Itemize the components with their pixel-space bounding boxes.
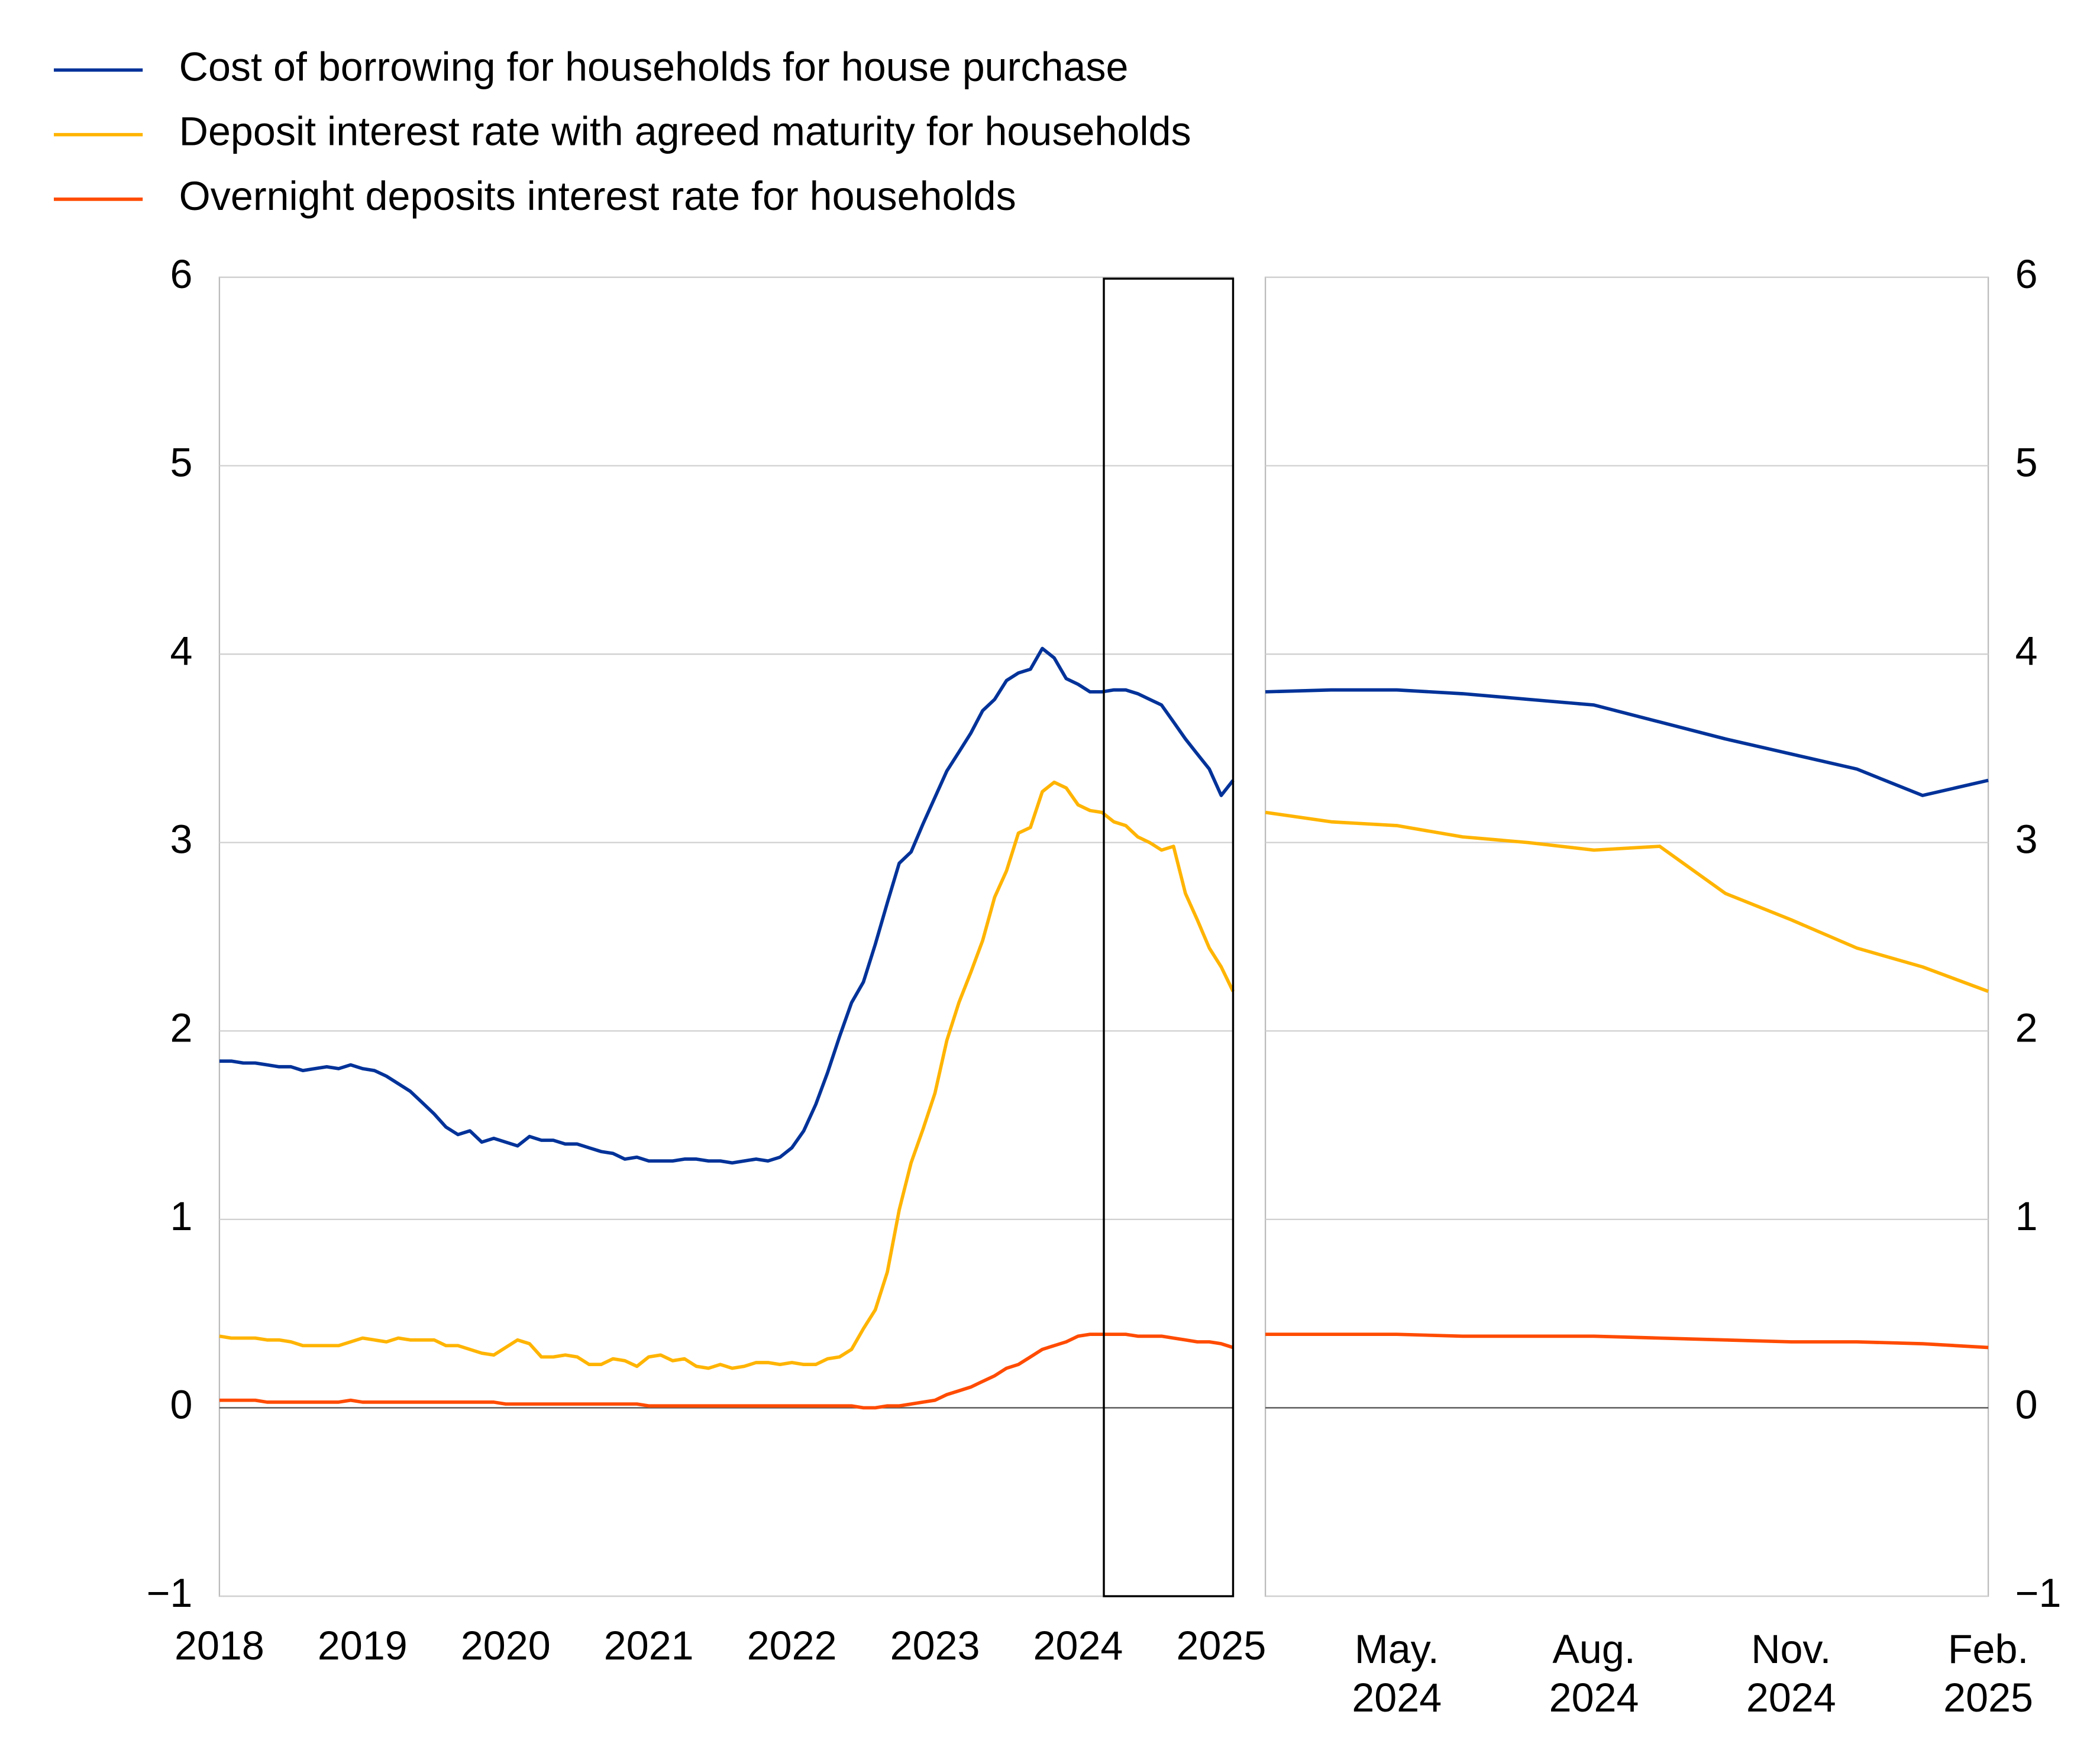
y-tick-label: −1: [147, 1571, 193, 1616]
y-tick-label: 1: [170, 1194, 192, 1239]
y-tick-label: 1: [2015, 1194, 2038, 1239]
x-tick-label: 2023: [890, 1623, 980, 1668]
x-tick-label: 2021: [604, 1623, 694, 1668]
series-line: [1265, 810, 1989, 994]
highlight-box: [1103, 277, 1235, 1597]
series-line: [219, 780, 1235, 1370]
x-tick-label: 2025: [1176, 1623, 1266, 1668]
legend-label: Cost of borrowing for households for hou…: [179, 44, 1129, 89]
x-tick-label: Nov. 2024: [1746, 1626, 1836, 1720]
x-tick-label: 2018: [175, 1623, 264, 1668]
y-tick-label: 3: [170, 817, 192, 862]
x-tick-label: 2020: [461, 1623, 551, 1668]
x-tick-label: Aug. 2024: [1549, 1626, 1639, 1720]
x-tick-label: Feb. 2025: [1943, 1626, 2034, 1720]
y-tick-label: 4: [2015, 629, 2038, 674]
y-tick-label: 3: [2015, 817, 2038, 862]
y-tick-label: −1: [2015, 1571, 2062, 1616]
series-line: [1265, 688, 1989, 797]
y-tick-label: 0: [170, 1382, 192, 1427]
plot-frame: [218, 276, 1234, 1597]
y-tick-label: 6: [170, 252, 192, 297]
legend-label: Deposit interest rate with agreed maturi…: [179, 109, 1191, 154]
y-tick-label: 5: [170, 441, 192, 486]
series-line: [219, 1332, 1234, 1410]
series-line: [219, 646, 1235, 1165]
x-tick-label: 2024: [1033, 1623, 1123, 1668]
y-tick-label: 5: [2015, 441, 2038, 486]
x-tick-label: 2022: [747, 1623, 837, 1668]
y-tick-label: 0: [2015, 1382, 2038, 1427]
series-line: [1265, 1332, 1989, 1350]
y-tick-label: 4: [170, 629, 192, 674]
y-tick-label: 2: [2015, 1005, 2038, 1050]
x-tick-label: May. 2024: [1352, 1626, 1442, 1720]
plot-frame: [1264, 276, 1989, 1597]
x-tick-label: 2019: [318, 1623, 408, 1668]
y-tick-label: 6: [2015, 252, 2038, 297]
y-tick-label: 2: [170, 1005, 192, 1050]
legend-label: Overnight deposits interest rate for hou…: [179, 174, 1016, 219]
